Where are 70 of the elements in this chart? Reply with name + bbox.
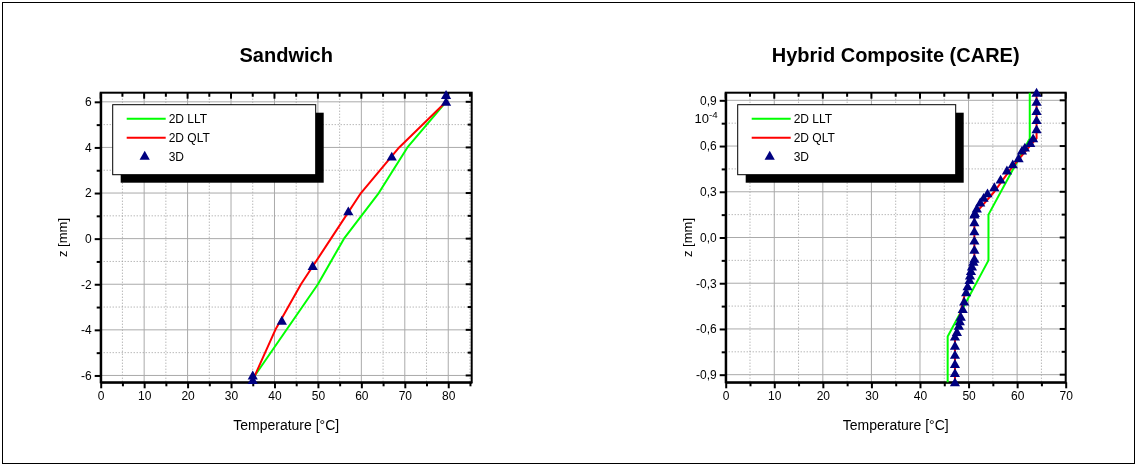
- point: [1031, 124, 1042, 134]
- x-tick-label: 10: [137, 388, 152, 403]
- point: [949, 377, 961, 387]
- y-tick-label: 0,9: [700, 93, 718, 108]
- text: 10$^{-4}$: [694, 108, 719, 126]
- point: [247, 370, 258, 380]
- legend-label: 2D LLT: [168, 112, 208, 127]
- x-tick-label: 70: [398, 388, 413, 403]
- legend-label: 3D: [793, 150, 810, 165]
- point: [949, 359, 961, 368]
- point: [969, 253, 980, 263]
- point: [949, 368, 961, 378]
- point: [1007, 159, 1018, 169]
- point: [1031, 115, 1042, 125]
- y-tick-label: 6: [85, 95, 93, 110]
- y-axis-title: z [mm]: [54, 218, 70, 257]
- point: [969, 226, 980, 236]
- point: [343, 206, 354, 216]
- y-tick-label: 4: [85, 140, 93, 155]
- x-tick-label: 50: [962, 388, 977, 403]
- y-tick-label: 0: [85, 231, 93, 246]
- point: [440, 90, 452, 99]
- x-tick-label: 40: [268, 388, 282, 403]
- x-tick-label: 0: [97, 388, 105, 403]
- point: [1001, 165, 1013, 175]
- legend-label: 3D: [168, 150, 185, 165]
- y-tick-label: 2: [85, 186, 93, 201]
- x-tick-label: 20: [816, 388, 831, 403]
- y-tick-label: -4: [81, 323, 93, 338]
- x-tick-label: 30: [865, 388, 879, 403]
- x-tick-label: 60: [1010, 388, 1025, 403]
- x-tick-label: 40: [913, 388, 928, 403]
- point: [957, 304, 968, 314]
- x-axis-title: Temperature [°C]: [233, 417, 340, 433]
- legend-label: 2D LLT: [793, 112, 833, 127]
- point: [1028, 133, 1039, 143]
- x-axis-title: Temperature [°C]: [842, 417, 949, 433]
- x-tick-label: 70: [1059, 388, 1074, 403]
- x-tick-label: 0: [722, 388, 730, 403]
- point: [969, 244, 980, 254]
- point: [1031, 106, 1042, 115]
- y-tick-label: 0,0: [700, 230, 718, 245]
- y-tick-label: -0,9: [696, 368, 718, 383]
- y-tick-label: 0,6: [700, 139, 718, 154]
- chart-title: Sandwich: [239, 44, 333, 66]
- x-tick-label: 50: [311, 388, 326, 403]
- legend-label: 2D QLT: [793, 131, 836, 146]
- point: [1031, 96, 1042, 106]
- y-axis-title: z [mm]: [679, 218, 695, 257]
- x-tick-label: 10: [768, 388, 782, 403]
- point: [949, 349, 961, 359]
- y-tick-label: -0,6: [696, 322, 718, 337]
- y-tick-label: -0,3: [696, 276, 718, 291]
- point: [1031, 87, 1042, 97]
- y-tick-label: 0,3: [700, 185, 718, 200]
- point: [307, 261, 318, 270]
- point: [949, 340, 961, 350]
- x-tick-label: 60: [355, 388, 369, 403]
- point: [969, 217, 980, 227]
- y-tick-label: -6: [81, 368, 93, 383]
- chart-title: Hybrid Composite (CARE): [771, 44, 1020, 66]
- x-tick-label: 20: [181, 388, 196, 403]
- point: [995, 174, 1006, 184]
- legend-label: 2D QLT: [168, 131, 211, 146]
- point: [1013, 153, 1024, 163]
- point: [989, 182, 1000, 192]
- y-tick-label: -2: [81, 277, 93, 292]
- point: [276, 315, 287, 325]
- x-tick-label: 80: [442, 388, 456, 403]
- x-tick-label: 30: [224, 388, 239, 403]
